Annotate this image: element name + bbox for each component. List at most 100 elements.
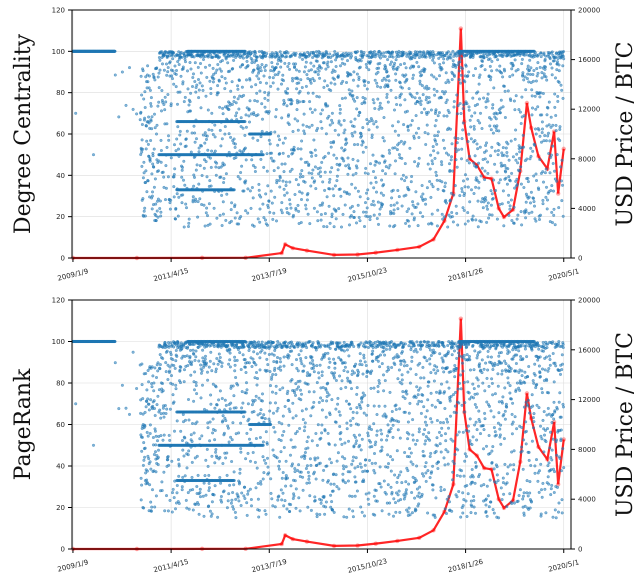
rank-point <box>377 222 380 226</box>
rank-point <box>341 455 344 459</box>
rank-point <box>288 202 292 206</box>
rank-point <box>331 341 335 344</box>
rank-point <box>177 63 181 66</box>
rank-point <box>147 380 151 384</box>
rank-point <box>354 171 358 175</box>
rank-point <box>348 223 351 227</box>
price-point <box>496 497 501 502</box>
rank-point <box>460 147 464 151</box>
rank-point <box>169 198 173 202</box>
rank-point <box>233 203 237 207</box>
rank-point <box>160 89 164 92</box>
rank-point <box>383 159 387 163</box>
rank-point <box>140 93 144 97</box>
rank-point <box>343 128 347 132</box>
rank-point <box>417 156 421 160</box>
rank-point <box>149 509 153 513</box>
rank-point <box>318 76 322 80</box>
rank-point <box>419 195 423 199</box>
rank-point <box>283 101 286 105</box>
rank-point <box>517 144 521 148</box>
rank-point <box>230 438 234 442</box>
rank-point <box>424 143 428 146</box>
rank-point <box>376 84 379 88</box>
price-point <box>467 156 472 161</box>
rank-point <box>554 123 558 127</box>
rank-point <box>203 158 206 162</box>
rank-point <box>357 216 361 219</box>
rank-point <box>209 165 213 169</box>
rank-point <box>429 108 433 112</box>
rank-point <box>261 455 265 459</box>
rank-point <box>207 481 211 485</box>
rank-point <box>159 434 163 438</box>
rank-point <box>442 92 446 96</box>
rank-point <box>141 397 145 401</box>
rank-point <box>159 149 163 152</box>
rank-point <box>162 175 166 179</box>
rank-point <box>142 209 146 213</box>
rank-point <box>336 74 340 78</box>
rank-point <box>477 186 481 190</box>
rank-point <box>406 128 410 132</box>
rank-point <box>146 397 150 401</box>
rank-point <box>348 470 352 474</box>
rank-point <box>445 151 448 155</box>
rank-point <box>471 96 475 100</box>
rank-point <box>421 93 425 97</box>
rank-point <box>519 182 523 186</box>
rank-point <box>210 512 214 516</box>
price-point <box>417 244 422 250</box>
price-point <box>501 214 507 220</box>
rank-point <box>208 179 212 183</box>
rank-point <box>315 210 319 214</box>
rank-point <box>348 381 352 385</box>
rank-point <box>304 60 308 64</box>
rank-point <box>247 114 251 118</box>
rank-point <box>278 138 281 142</box>
rank-point <box>153 366 157 370</box>
rank-point <box>234 432 238 436</box>
rank-point <box>382 116 386 119</box>
rank-point <box>309 184 313 188</box>
rank-point <box>306 435 310 439</box>
rank-point <box>241 401 245 405</box>
rank-point <box>549 62 552 66</box>
rank-point <box>286 389 290 393</box>
rank-point <box>191 348 195 352</box>
rank-point <box>280 201 284 205</box>
rank-point <box>557 80 561 84</box>
rank-point <box>168 407 172 411</box>
rank-point <box>277 70 281 74</box>
rank-point <box>347 439 350 443</box>
rank-point <box>477 180 481 184</box>
rank-point <box>486 201 490 205</box>
right-tick-label: 8000 <box>578 155 596 163</box>
rank-point <box>214 448 218 451</box>
rank-point <box>180 55 184 59</box>
rank-point <box>167 134 170 138</box>
rank-point <box>220 59 224 63</box>
rank-point <box>433 156 437 160</box>
rank-point <box>209 350 213 354</box>
rank-point <box>167 345 171 349</box>
rank-point <box>219 495 223 498</box>
rank-point <box>148 159 152 163</box>
rank-point <box>323 212 327 216</box>
rank-point <box>482 96 486 100</box>
rank-point <box>553 105 557 109</box>
rank-point <box>272 425 276 429</box>
rank-point <box>450 215 454 219</box>
rank-point <box>488 124 492 128</box>
rank-point <box>346 479 350 483</box>
rank-point <box>463 222 467 226</box>
rank-point <box>431 58 435 62</box>
rank-point <box>288 198 292 202</box>
rank-point <box>463 185 467 189</box>
rank-point <box>236 383 240 387</box>
rank-point <box>152 389 156 393</box>
rank-point <box>338 374 342 378</box>
rank-point <box>315 512 319 516</box>
rank-point <box>480 64 484 67</box>
rank-point <box>242 345 246 349</box>
